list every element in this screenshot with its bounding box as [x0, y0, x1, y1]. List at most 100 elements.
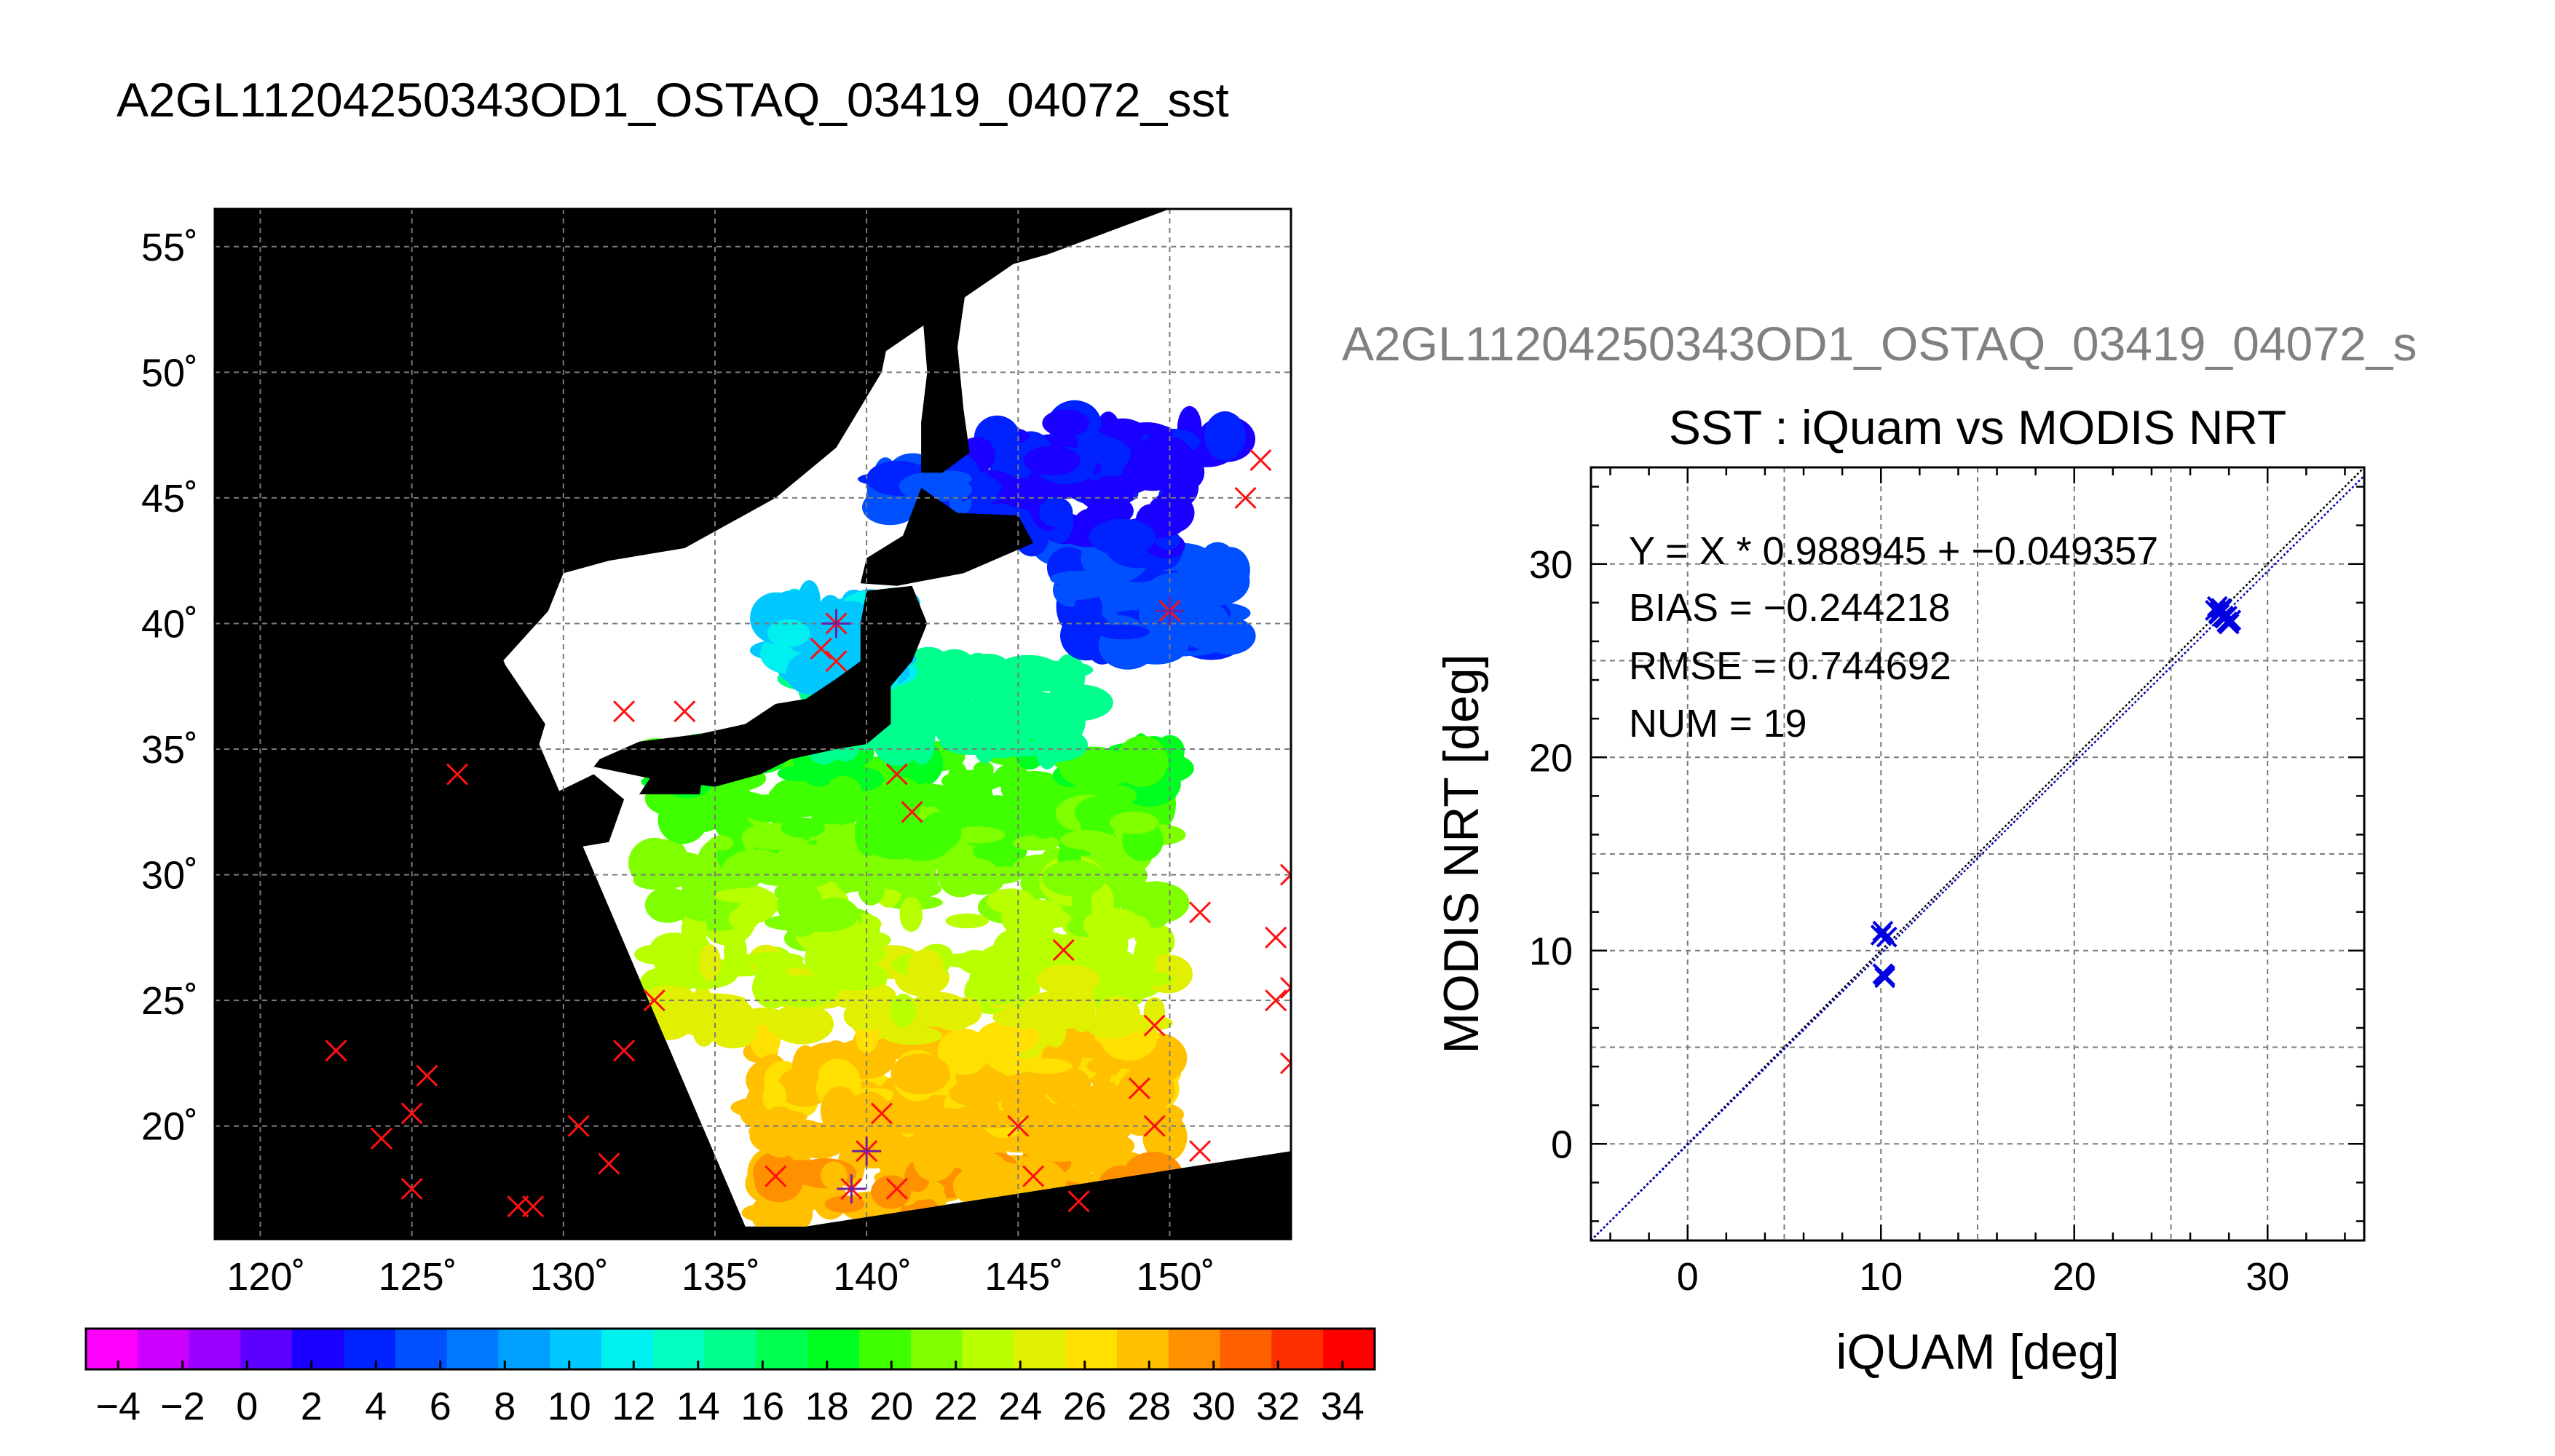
- colorbar-cell: [498, 1329, 550, 1369]
- land-polygon: [639, 769, 703, 795]
- sst-cell: [1109, 811, 1159, 834]
- sst-cell: [899, 897, 923, 932]
- sst-cell: [786, 652, 835, 695]
- identity-line: [1591, 467, 2364, 1241]
- colorbar-tick-label: 18: [805, 1385, 849, 1428]
- match-point-marker: [810, 637, 832, 660]
- sst-cell: [1129, 435, 1196, 487]
- land-polygon: [921, 259, 970, 473]
- land-polygon: [593, 585, 928, 787]
- colorbar-cell: [240, 1329, 293, 1369]
- sst-cell: [883, 1026, 943, 1045]
- sst-cell: [724, 931, 747, 973]
- match-point-marker: [1067, 1190, 1090, 1213]
- sst-cell: [1027, 912, 1054, 945]
- match-point-marker: [416, 1064, 438, 1087]
- colorbar-tick-label: 4: [365, 1385, 387, 1428]
- colorbar-cell: [1168, 1329, 1221, 1369]
- sst-cell: [713, 778, 752, 826]
- sst-cell: [820, 1086, 860, 1136]
- colorbar-tick-label: 24: [998, 1385, 1042, 1428]
- map-gridlines: [215, 209, 1291, 1239]
- match-point-marker: [1052, 939, 1075, 962]
- sst-cell: [917, 670, 978, 704]
- colorbar-tick-label: 22: [934, 1385, 978, 1428]
- sst-cell: [791, 1045, 820, 1094]
- sst-cell: [940, 808, 1000, 827]
- match-point-marker: [1265, 989, 1287, 1012]
- sst-cell: [1083, 908, 1143, 942]
- sst-cell: [741, 860, 763, 887]
- match-point-marker: [825, 650, 848, 673]
- land-polygon: [860, 488, 1034, 586]
- sst-cell: [728, 907, 759, 931]
- sst-cell: [1054, 582, 1104, 600]
- sst-cell: [779, 889, 824, 937]
- colorbar-cells: [86, 1329, 1375, 1369]
- sst-cell: [1001, 1091, 1051, 1117]
- sst-cell: [664, 860, 698, 879]
- match-point-marker: [1279, 976, 1291, 999]
- sst-cell: [805, 937, 851, 979]
- sst-cell: [970, 1152, 1007, 1182]
- sst-cell: [1008, 899, 1063, 919]
- sst-cell: [949, 826, 1006, 844]
- sst-cell: [649, 933, 698, 966]
- lon-tick-label: 130˚: [530, 1255, 609, 1299]
- colorbar-cell: [601, 1329, 654, 1369]
- lon-tick-label: 150˚: [1136, 1255, 1215, 1299]
- fit-line: [1591, 475, 2364, 1241]
- colorbar-cell: [550, 1329, 602, 1369]
- lon-tick-label: 135˚: [682, 1255, 760, 1299]
- sst-cell: [1202, 617, 1256, 655]
- match-point-marker: [1189, 1140, 1212, 1163]
- sst-cell: [708, 835, 734, 851]
- scatter-frame: [1590, 466, 2366, 1242]
- sst-cell: [1139, 881, 1174, 928]
- sst-cell: [751, 856, 821, 882]
- sst-cell: [824, 1195, 865, 1213]
- sst-cell: [977, 1020, 1040, 1054]
- scatter-y-tick-label: 20: [1529, 736, 1573, 780]
- colorbar-cell: [704, 1329, 757, 1369]
- match-point-marker: [612, 700, 636, 723]
- sst-cell: [1024, 660, 1094, 679]
- sst-cell: [1039, 496, 1073, 528]
- sst-cell: [762, 1081, 787, 1113]
- sst-cell: [666, 992, 704, 1032]
- scatter-point: [1876, 926, 1898, 948]
- colorbar-tick-label: 20: [869, 1385, 913, 1428]
- scatter-x-tick-label: 20: [2053, 1255, 2096, 1299]
- sst-cell: [1097, 625, 1150, 640]
- colorbar-tick-label: 8: [494, 1385, 516, 1428]
- sst-cell: [1038, 727, 1075, 763]
- scatter-points: [1870, 596, 2242, 989]
- sst-cell: [1030, 806, 1058, 839]
- match-point-marker: [1234, 486, 1257, 509]
- colorbar-cell: [189, 1329, 241, 1369]
- sst-cell: [953, 858, 999, 890]
- sst-cell: [945, 913, 990, 929]
- colorbar-tick-label: 2: [301, 1385, 323, 1428]
- scatter-y-tick-label: 0: [1551, 1123, 1573, 1166]
- lat-tick-label: 55˚: [141, 226, 198, 269]
- annotation-rmse: RMSE = 0.744692: [1629, 644, 1951, 688]
- scatter-point: [2218, 611, 2240, 633]
- sst-cell: [913, 1139, 956, 1182]
- match-point-marker: [1143, 1115, 1166, 1137]
- used-point-marker: [1155, 596, 1185, 626]
- sst-cell: [883, 1100, 944, 1134]
- scatter-header: A2GL11204250343OD1_OSTAQ_03419_04072_s: [1342, 317, 2417, 371]
- match-point-marker: [1249, 449, 1272, 472]
- colorbar-cell: [1014, 1329, 1066, 1369]
- colorbar-cell: [395, 1329, 448, 1369]
- sst-cell: [992, 1006, 1062, 1029]
- sst-cell: [1145, 1112, 1180, 1147]
- sst-cell: [795, 1185, 837, 1202]
- match-point-marker: [674, 700, 696, 723]
- scatter-y-tick-label: 30: [1529, 543, 1573, 587]
- colorbar-tick-label: 14: [676, 1385, 720, 1428]
- match-point-marker: [1128, 1077, 1150, 1099]
- sst-cell: [1013, 835, 1060, 851]
- sst-cell: [1019, 1058, 1073, 1074]
